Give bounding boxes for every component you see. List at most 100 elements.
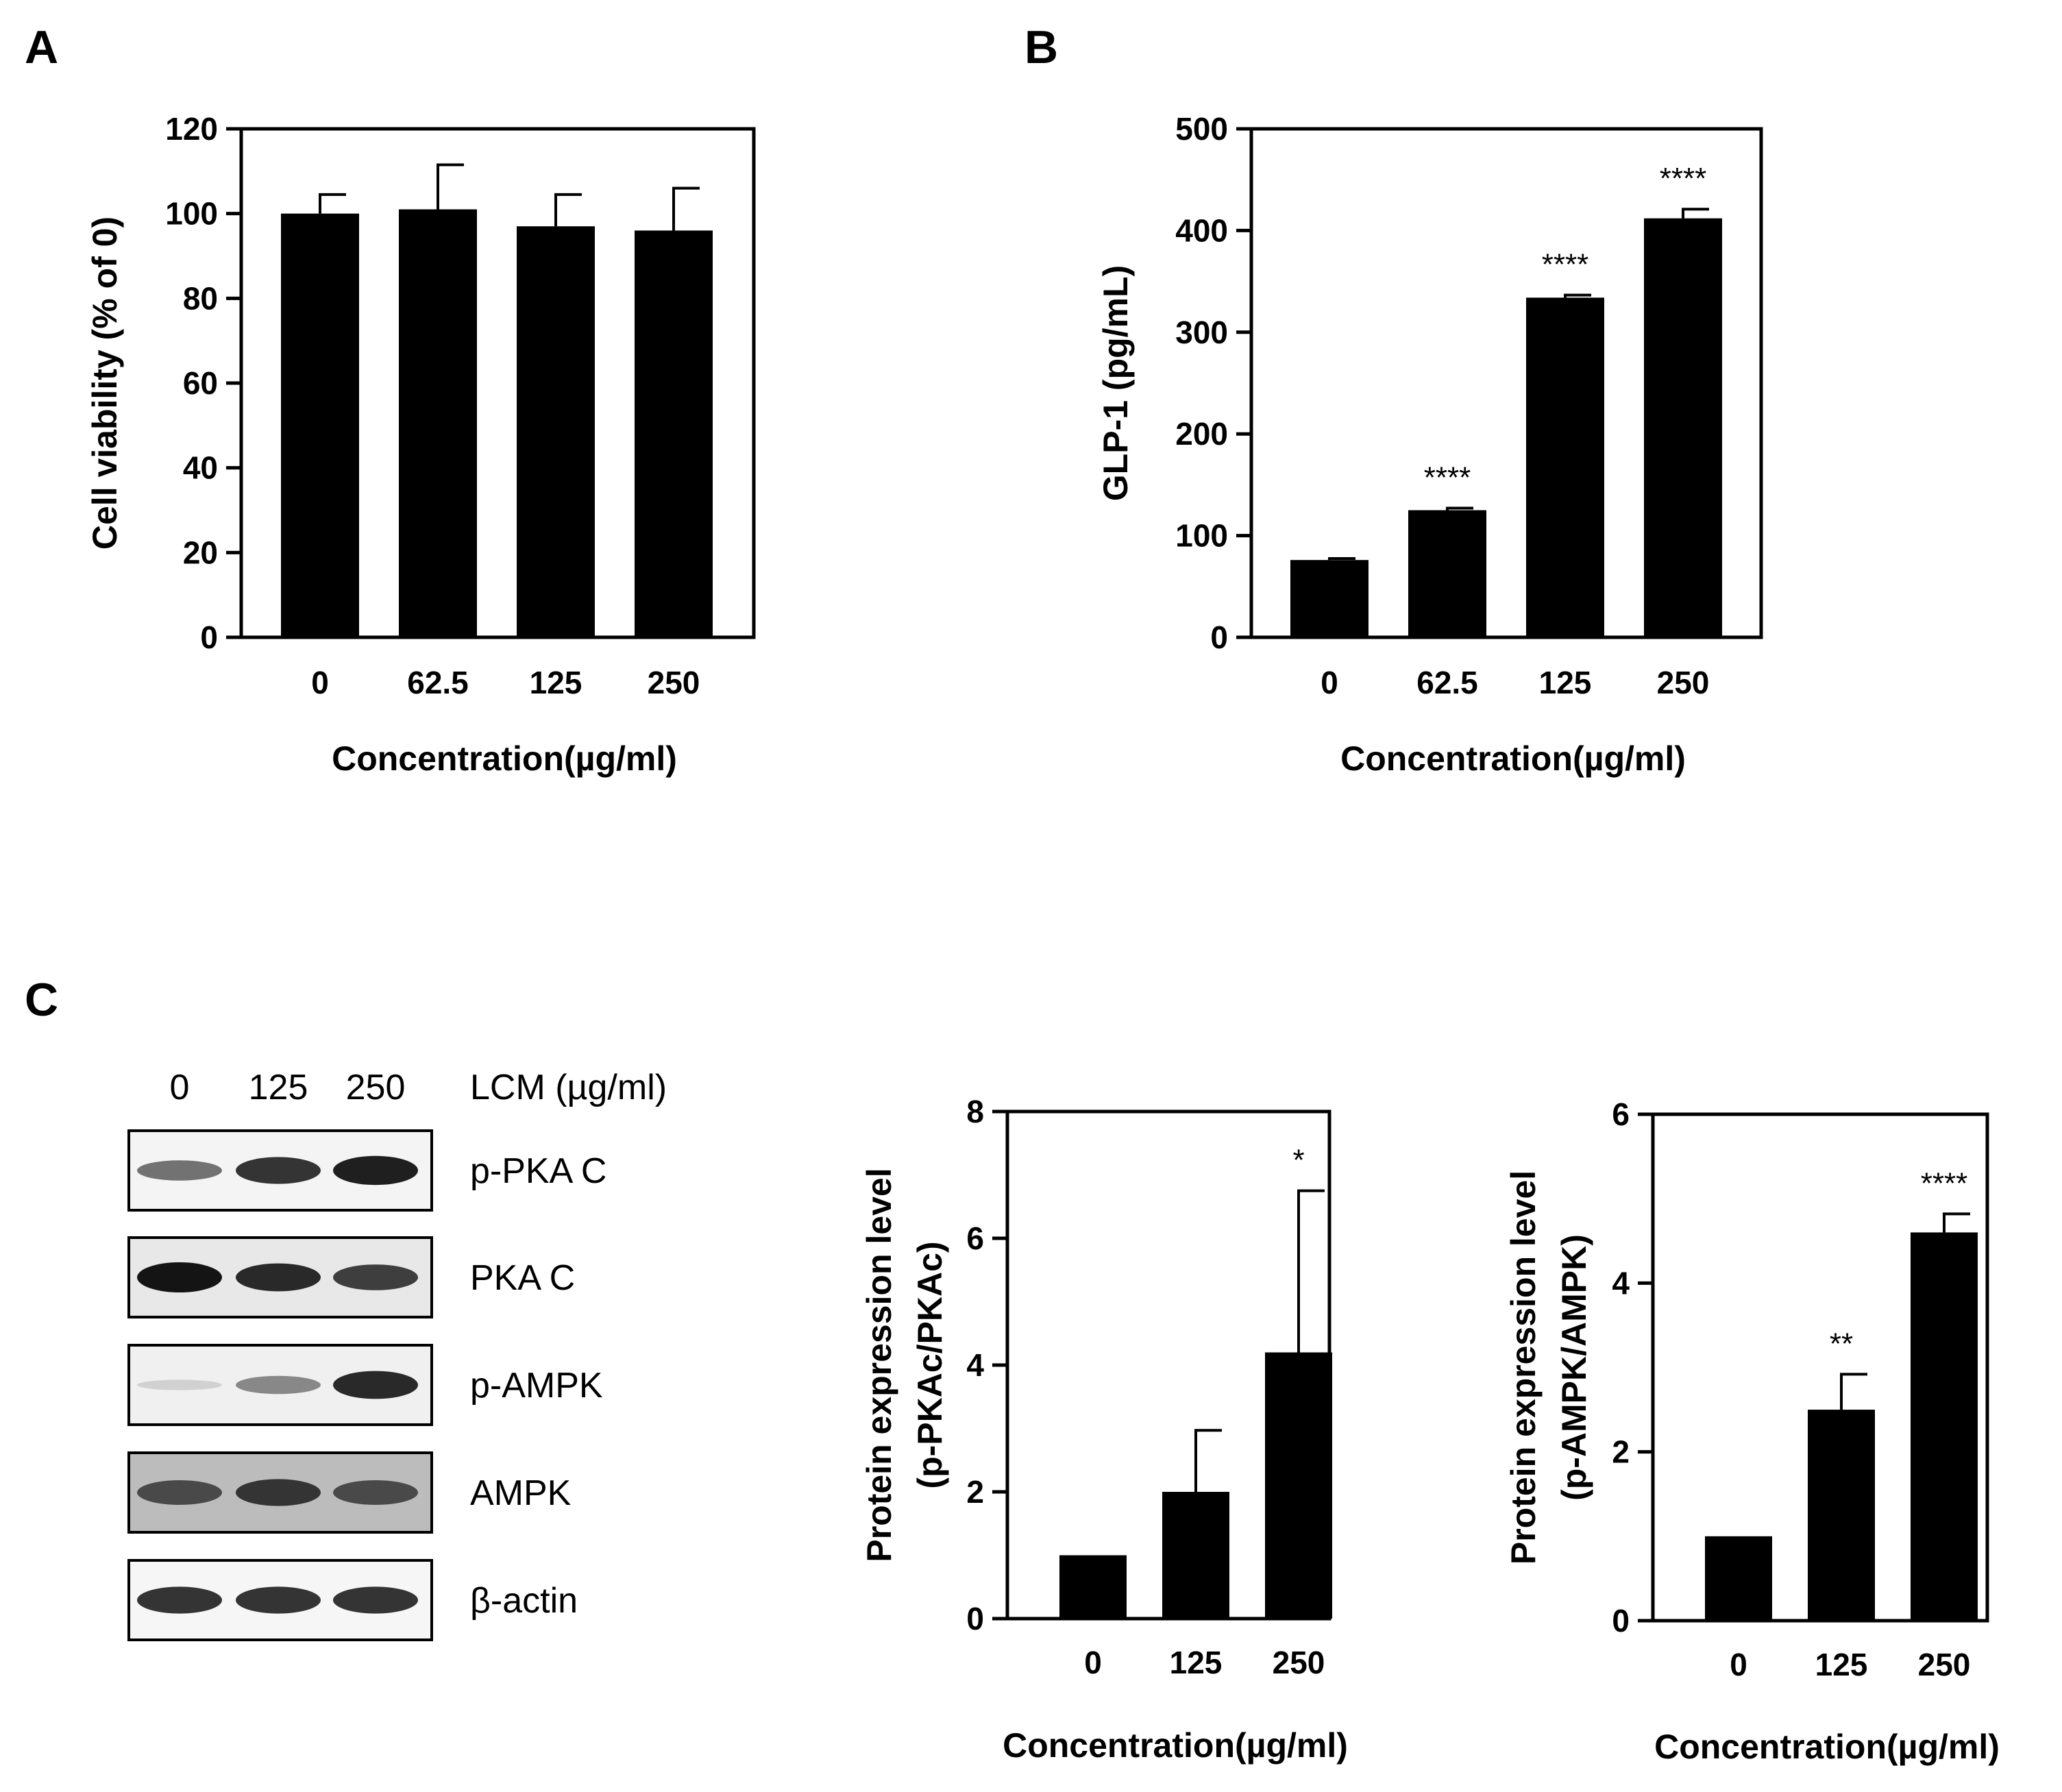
bar (1644, 218, 1722, 637)
x-tick-label: 0 (1730, 1647, 1747, 1682)
bar (1808, 1410, 1875, 1621)
significance-marker: **** (1424, 461, 1471, 495)
y-tick-label: 400 (1175, 212, 1228, 248)
protein-band (137, 1586, 222, 1614)
significance-marker: **** (1921, 1166, 1968, 1200)
significance-marker: **** (1542, 248, 1589, 282)
protein-band (333, 1480, 418, 1505)
x-tick-label: 250 (648, 665, 700, 700)
lane-label: 250 (346, 1068, 406, 1107)
x-tick-label: 250 (1273, 1645, 1325, 1680)
y-tick-label: 4 (966, 1347, 984, 1383)
protein-band (333, 1371, 418, 1399)
y-tick-label: 0 (966, 1601, 984, 1636)
y-tick-label: 60 (183, 365, 218, 401)
protein-label: β-actin (470, 1581, 578, 1621)
x-tick-label: 125 (1815, 1647, 1868, 1682)
x-axis-title: Concentration(µg/ml) (1654, 1728, 2000, 1766)
y-tick-label: 100 (1175, 518, 1228, 554)
protein-band (137, 1160, 222, 1181)
treatment-label: LCM (µg/ml) (470, 1068, 667, 1107)
y-axis-title: Protein expression level (860, 1168, 898, 1562)
chart-glp1: 0 100 200 300 400 500 0 **** 62.5 **** 125 **** 250 C… (1096, 111, 1763, 778)
chart-cell-viability: 0 20 40 60 80 100 120 0 62.5 125 250 Concentration(… (86, 111, 756, 778)
bar (1526, 297, 1604, 637)
y-tick-label: 20 (183, 535, 218, 570)
y-tick-label: 2 (966, 1474, 984, 1510)
bar (1059, 1555, 1127, 1619)
y-axis-title: Protein expression level (1504, 1170, 1543, 1564)
significance-marker: **** (1660, 162, 1707, 195)
y-tick-label: 300 (1175, 315, 1228, 350)
bar (1162, 1492, 1229, 1619)
bar (1705, 1536, 1772, 1621)
y-tick-label: 4 (1612, 1265, 1630, 1301)
y-tick-label: 100 (165, 196, 218, 232)
y-tick-label: 120 (165, 111, 218, 147)
bar (635, 230, 713, 637)
y-tick-label: 0 (200, 619, 218, 655)
protein-band (236, 1479, 321, 1506)
x-tick-label: 250 (1918, 1647, 1971, 1682)
x-axis-title: Concentration(µg/ml) (332, 739, 677, 778)
y-axis-title: Cell viability (% of 0) (86, 217, 124, 550)
x-tick-label: 62.5 (407, 665, 469, 700)
y-tick-label: 6 (1612, 1096, 1630, 1132)
protein-label: p-PKA C (470, 1151, 606, 1191)
bar (1408, 510, 1486, 637)
panel-letter-c: C (25, 974, 58, 1026)
protein-band (333, 1264, 418, 1290)
y-tick-label: 2 (1612, 1434, 1630, 1470)
western-blot: 0 125 250 LCM (µg/ml) p-PKA C PKA C p-AMPK AMPK… (127, 1068, 667, 1641)
lane-label: 125 (249, 1068, 308, 1107)
x-tick-label: 62.5 (1416, 665, 1478, 700)
protein-band (137, 1379, 222, 1390)
significance-marker: ** (1830, 1327, 1853, 1360)
protein-label: p-AMPK (470, 1366, 603, 1406)
protein-band (137, 1262, 222, 1292)
x-tick-label: 125 (1539, 665, 1592, 700)
bar (1290, 560, 1368, 637)
x-tick-label: 0 (1321, 665, 1338, 700)
y-axis-title: (p-AMPK/AMPK) (1555, 1234, 1593, 1501)
protein-band (333, 1155, 418, 1186)
bar (1911, 1232, 1978, 1621)
protein-band (137, 1480, 222, 1505)
y-axis-title: GLP-1 (pg/mL) (1096, 265, 1135, 501)
bar (281, 213, 359, 638)
chart-p-ampk-ratio: 0 2 4 6 0 ** 125 **** 250 Concentration(µg/ml) Pro… (1504, 1096, 2000, 1766)
protein-band (236, 1375, 321, 1395)
panel-letter-b: B (1024, 21, 1058, 73)
bar (517, 226, 595, 637)
y-axis-title: (p-PKAc/PKAc) (911, 1241, 949, 1488)
protein-band (236, 1263, 321, 1292)
x-tick-label: 125 (530, 665, 582, 700)
y-tick-label: 0 (1210, 619, 1228, 655)
y-tick-label: 40 (183, 450, 218, 486)
x-tick-label: 125 (1170, 1645, 1223, 1680)
y-tick-label: 200 (1175, 416, 1228, 452)
y-tick-label: 0 (1612, 1603, 1630, 1638)
significance-marker: * (1292, 1144, 1304, 1177)
x-tick-label: 0 (311, 665, 329, 700)
protein-label: PKA C (470, 1258, 575, 1298)
bar (399, 209, 477, 637)
y-tick-label: 500 (1175, 111, 1228, 147)
x-tick-label: 0 (1084, 1645, 1102, 1680)
protein-label: AMPK (470, 1473, 572, 1513)
protein-band (236, 1157, 321, 1184)
y-tick-label: 80 (183, 280, 218, 316)
panel-letter-a: A (25, 21, 58, 73)
x-tick-label: 250 (1657, 665, 1710, 700)
x-axis-title: Concentration(µg/ml) (1003, 1726, 1348, 1765)
chart-p-pkac-ratio: 0 2 4 6 8 0 125 * 250 Concentration(µg/ml) Protein… (860, 1094, 1348, 1765)
y-tick-label: 8 (966, 1094, 984, 1129)
y-tick-label: 6 (966, 1220, 984, 1256)
protein-band (333, 1586, 418, 1614)
plot-frame (1249, 127, 1763, 639)
x-axis-title: Concentration(µg/ml) (1340, 739, 1686, 778)
lane-label: 0 (170, 1068, 190, 1107)
protein-band (236, 1586, 321, 1614)
bar (1265, 1352, 1332, 1619)
